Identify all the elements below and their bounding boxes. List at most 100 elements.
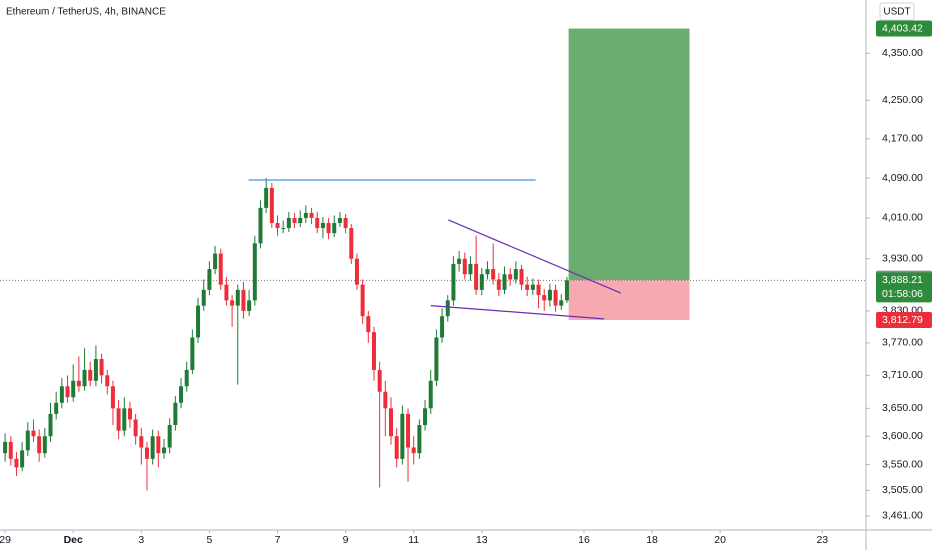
candle-body	[3, 441, 8, 454]
candle-body	[440, 316, 445, 338]
drawn-line	[448, 219, 622, 294]
candle-body	[173, 402, 178, 426]
candle-body	[59, 386, 64, 403]
candle-body	[479, 274, 484, 290]
x-tick-label: 9	[343, 534, 349, 546]
candle-body	[184, 369, 189, 387]
candle-body	[451, 263, 456, 301]
axes: 3,461.00 3,505.00 3,550.00 3,600.00 3,650.00…	[0, 20, 932, 546]
x-tick-label: 3	[138, 534, 144, 546]
x-tick-label: 16	[578, 534, 590, 546]
y-tick-label: 4,350.00	[882, 47, 923, 59]
candle-body	[110, 386, 115, 409]
candle-body	[25, 430, 30, 451]
y-tick-label: 4,010.00	[882, 212, 923, 224]
candle-body	[547, 289, 552, 301]
candle-body	[298, 217, 303, 224]
x-tick-label: 18	[646, 534, 658, 546]
candle-body	[241, 289, 246, 311]
candle-body	[88, 369, 93, 381]
candle-body	[332, 223, 337, 234]
candle-body	[20, 450, 25, 468]
candle-body	[394, 436, 399, 459]
candle-body	[48, 413, 53, 437]
candle-body	[530, 284, 535, 290]
candle-body	[201, 289, 206, 306]
candle-body	[502, 274, 507, 290]
candle-body	[349, 228, 354, 259]
y-tick-label: 4,170.00	[882, 133, 923, 145]
candle-body	[491, 269, 496, 280]
candle-body	[360, 284, 365, 317]
candle-body	[508, 274, 513, 280]
price-label: 3,888.21	[882, 274, 923, 286]
candle-body	[31, 430, 36, 437]
candle-body	[474, 263, 479, 290]
x-tick-label: 11	[408, 534, 419, 546]
y-tick-label: 3,600.00	[882, 430, 923, 442]
candle-body	[343, 217, 348, 229]
candle-body	[559, 300, 564, 306]
plot	[0, 28, 866, 491]
candle-body	[354, 258, 359, 285]
candle-body	[65, 386, 70, 398]
candle-body	[434, 337, 439, 381]
candle-body	[337, 217, 342, 224]
candle-body	[122, 408, 127, 431]
candle-body	[536, 284, 541, 296]
chart-title: Ethereum / TetherUS, 4h, BINANCE	[6, 7, 166, 18]
candle-body	[258, 207, 263, 244]
y-tick-label: 4,250.00	[882, 94, 923, 106]
candle-body	[230, 300, 235, 306]
stop-zone	[568, 279, 690, 321]
candle-body	[525, 284, 530, 290]
candle-body	[14, 458, 19, 468]
candle-body	[167, 425, 172, 448]
price-label: 3,812.79	[882, 314, 923, 326]
candle-body	[462, 258, 467, 275]
candle-body	[144, 447, 149, 459]
candle-body	[150, 436, 155, 459]
candle-body	[406, 413, 411, 448]
candle-body	[513, 269, 518, 280]
candle-body	[71, 380, 76, 398]
candle-body	[457, 258, 462, 264]
candle-body	[292, 217, 297, 224]
candle-body	[496, 279, 501, 290]
candle-body	[542, 295, 547, 301]
candle-body	[99, 359, 104, 376]
x-tick-label: 13	[476, 534, 488, 546]
candle-body	[133, 419, 138, 437]
candle-body	[383, 391, 388, 409]
candle-body	[127, 408, 132, 420]
y-tick-label: 3,505.00	[882, 484, 923, 496]
candle-body	[428, 380, 433, 409]
candle-body	[326, 223, 331, 234]
candle-body	[42, 436, 47, 454]
candle-body	[411, 447, 416, 454]
candle-body	[139, 436, 144, 448]
y-tick-label: 3,550.00	[882, 458, 923, 470]
candle-body	[286, 217, 291, 229]
drawn-line	[430, 305, 604, 320]
y-tick-label: 3,710.00	[882, 369, 923, 381]
candle-body	[564, 280, 569, 301]
y-tick-label: 3,461.00	[882, 510, 923, 522]
candle-body	[196, 305, 201, 338]
x-tick-label: 5	[206, 534, 212, 546]
target-zone	[568, 28, 690, 280]
candle-body	[179, 386, 184, 403]
x-tick-label: Dec	[64, 534, 83, 546]
candle-body	[485, 269, 490, 275]
candle-body	[445, 300, 450, 317]
x-tick-label: 29	[0, 534, 11, 546]
candle-body	[371, 332, 376, 370]
y-tick-label: 3,650.00	[882, 402, 923, 414]
candle-body	[247, 300, 252, 311]
candle-body	[366, 316, 371, 333]
candle-body	[275, 223, 280, 229]
currency-box	[879, 2, 915, 21]
